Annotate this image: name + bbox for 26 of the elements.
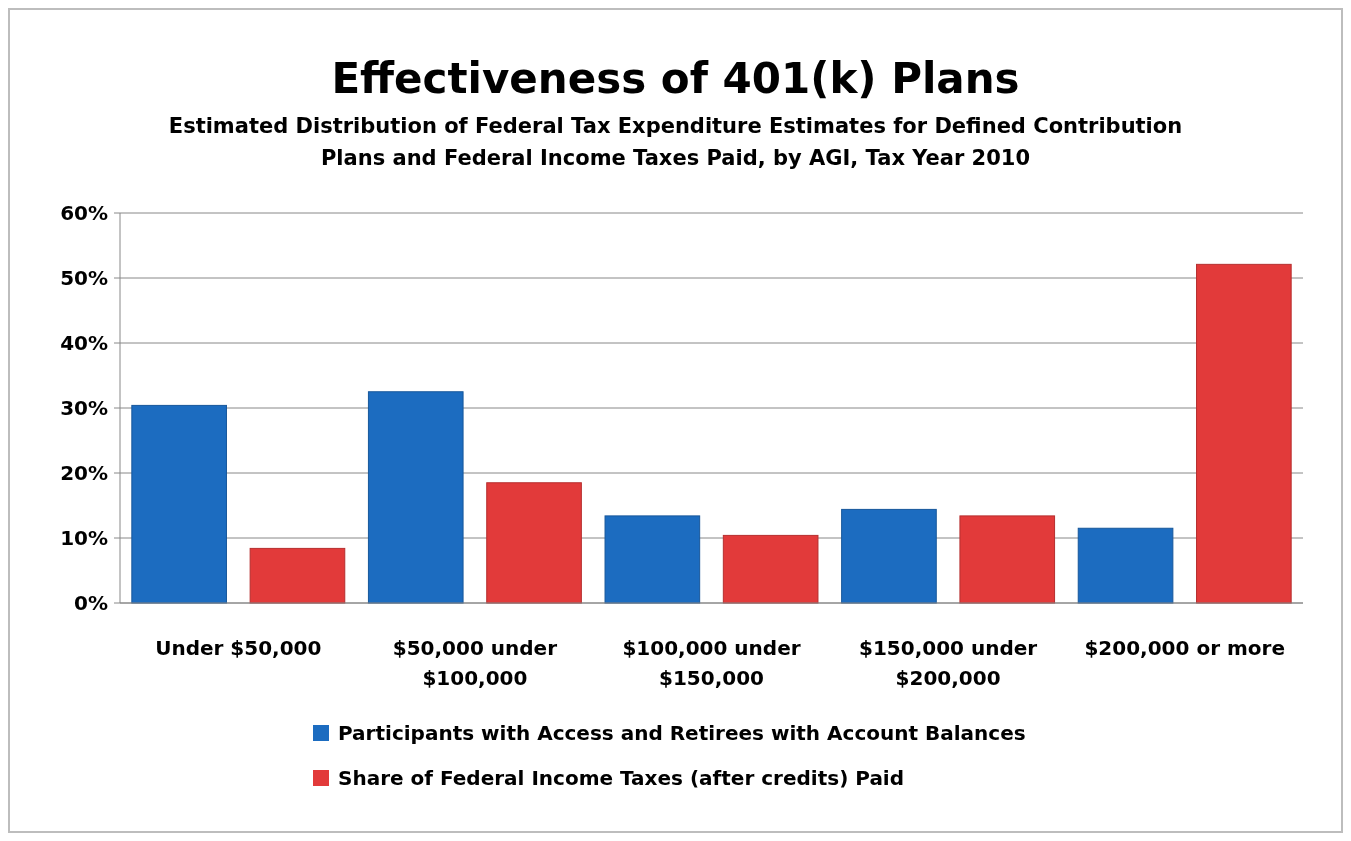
bar	[249, 547, 346, 604]
x-tick-label: $150,000 under $200,000	[859, 636, 1038, 690]
bar	[604, 515, 701, 604]
chart-subtitle: Estimated Distribution of Federal Tax Expenditure Estimates for Defined Contribution Plans and Federal Income Taxes Paid, by AGI, Tax Year 2010	[168, 114, 1183, 170]
x-tick-label: $100,000 under $150,000	[622, 636, 801, 690]
y-tick-label: 20%	[60, 461, 108, 485]
bar	[486, 482, 582, 604]
x-tick-label: Under $50,000	[155, 636, 322, 660]
legend-label: Share of Federal Income Taxes (after credits) Paid	[338, 766, 905, 790]
bar	[367, 391, 464, 604]
x-tick-label: $200,000 or more	[1084, 636, 1285, 660]
bar	[131, 404, 227, 604]
bar	[1196, 263, 1292, 604]
y-tick-label: 30%	[60, 396, 108, 420]
y-tick-label: 60%	[60, 201, 108, 225]
bar	[841, 508, 937, 604]
y-tick-label: 10%	[60, 526, 108, 550]
bar	[722, 534, 819, 604]
y-tick-label: 50%	[60, 266, 108, 290]
bar	[1077, 527, 1174, 604]
legend-label: Participants with Access and Retirees with Account Balances	[338, 721, 1026, 745]
bar	[959, 515, 1056, 604]
chart-title: Effectiveness of 401(k) Plans	[331, 54, 1020, 103]
x-tick-label: $50,000 under $100,000	[392, 636, 558, 690]
y-tick-label: 0%	[74, 591, 108, 615]
y-tick-label: 40%	[60, 331, 108, 355]
